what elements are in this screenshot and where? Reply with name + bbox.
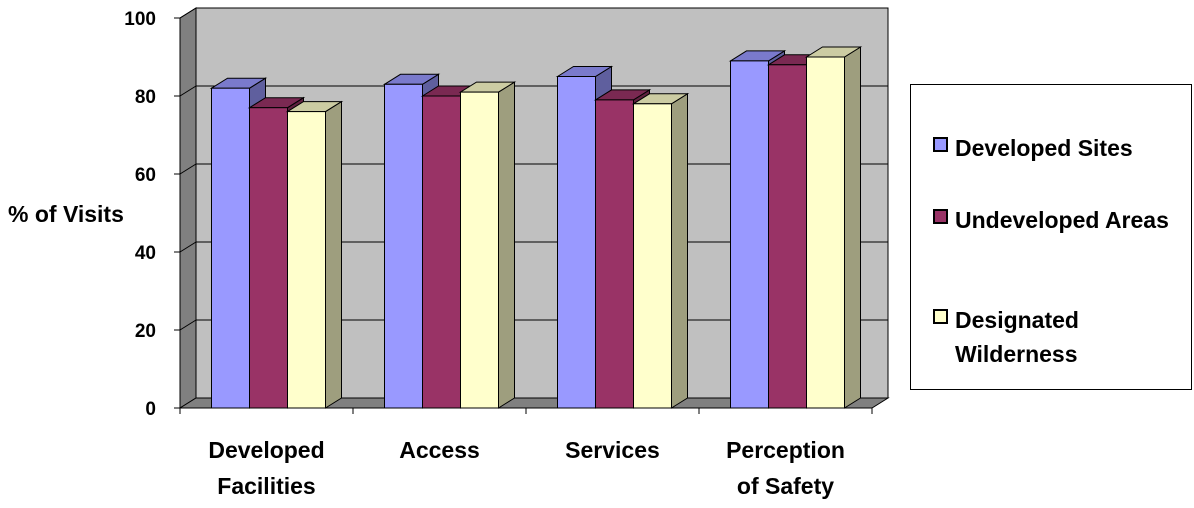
x-tick-label: Services xyxy=(565,437,660,463)
legend-label: Designated Wilderness xyxy=(955,307,1079,367)
chart-side-wall xyxy=(179,7,197,409)
y-tick-label: 40 xyxy=(135,243,156,264)
gridline-side xyxy=(179,7,197,19)
gridline-side xyxy=(179,85,197,97)
legend-label: Undeveloped Areas xyxy=(955,207,1169,233)
legend-swatch xyxy=(933,309,948,324)
legend-swatch xyxy=(933,209,948,224)
bar xyxy=(804,46,863,409)
x-tick-label: Perception of Safety xyxy=(726,437,845,499)
legend-label: Developed Sites xyxy=(955,135,1133,161)
y-tick-label: 60 xyxy=(135,165,156,186)
x-axis-ticks: Developed Facilities Access Services Percept… xyxy=(179,408,873,499)
legend-item-designated-wilderness: Designated Wilderness xyxy=(933,303,1185,371)
bar-series xyxy=(209,46,863,409)
y-tick-label: 20 xyxy=(135,321,156,342)
legend-item-undeveloped-areas: Undeveloped Areas xyxy=(933,203,1185,237)
y-tick-label: 0 xyxy=(145,399,156,420)
y-tick-label: 100 xyxy=(124,9,156,30)
y-tick-label: 80 xyxy=(135,87,156,108)
x-tick-label: Developed Facilities xyxy=(208,437,324,499)
chart-legend: Developed Sites Undeveloped Areas Design… xyxy=(910,84,1192,390)
gridline-side xyxy=(179,241,197,253)
bar xyxy=(285,100,344,409)
gridline-side xyxy=(179,319,197,331)
bar xyxy=(458,81,517,409)
y-axis-label: % of Visits xyxy=(8,201,124,227)
gridline-side xyxy=(179,163,197,175)
bar xyxy=(631,92,690,409)
legend-swatch xyxy=(933,137,948,152)
legend-item-developed-sites: Developed Sites xyxy=(933,131,1185,165)
x-tick-label: Access xyxy=(399,437,480,463)
y-axis-ticks: 0 20 40 60 80 100 xyxy=(124,9,180,420)
